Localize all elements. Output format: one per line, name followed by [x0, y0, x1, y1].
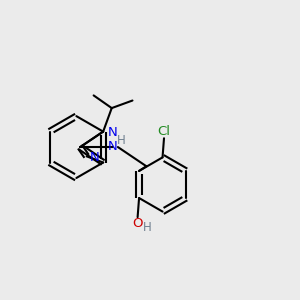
Text: N: N — [108, 140, 118, 153]
Text: H: H — [116, 134, 125, 147]
Text: Cl: Cl — [158, 125, 170, 138]
Text: N: N — [108, 126, 117, 139]
Text: H: H — [142, 221, 152, 234]
Text: O: O — [132, 217, 143, 230]
Text: N: N — [90, 151, 100, 164]
